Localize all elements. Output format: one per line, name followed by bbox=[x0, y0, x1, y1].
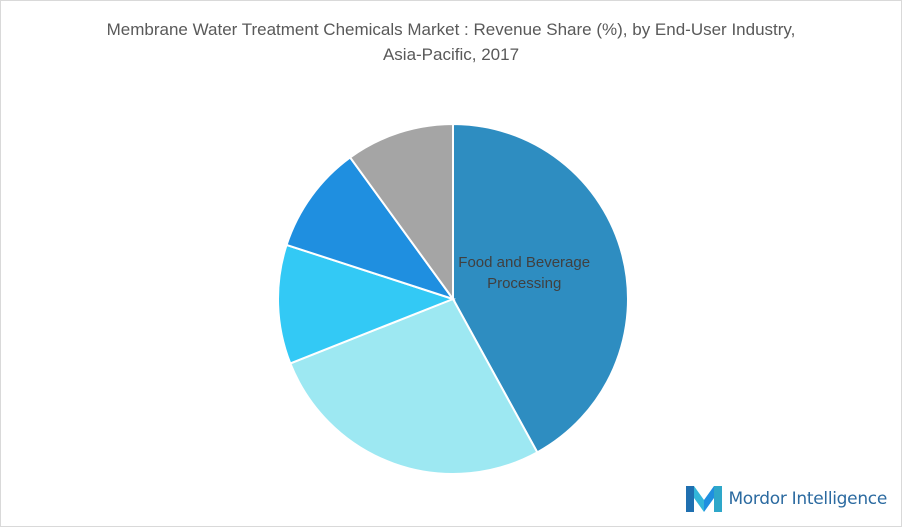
pie-slice bbox=[452, 122, 630, 454]
pie-slice bbox=[288, 297, 539, 475]
slice-label: Food and Beverage Processing bbox=[458, 253, 591, 292]
logo-icon bbox=[686, 486, 723, 512]
chart-title: Membrane Water Treatment Chemicals Marke… bbox=[106, 20, 796, 64]
pie-slice bbox=[348, 122, 454, 303]
logo-text: Mordor Intelligence bbox=[728, 489, 887, 509]
pie-slice bbox=[277, 243, 456, 365]
pie-slice bbox=[285, 156, 456, 301]
logo: Mordor Intelligence bbox=[686, 486, 887, 512]
